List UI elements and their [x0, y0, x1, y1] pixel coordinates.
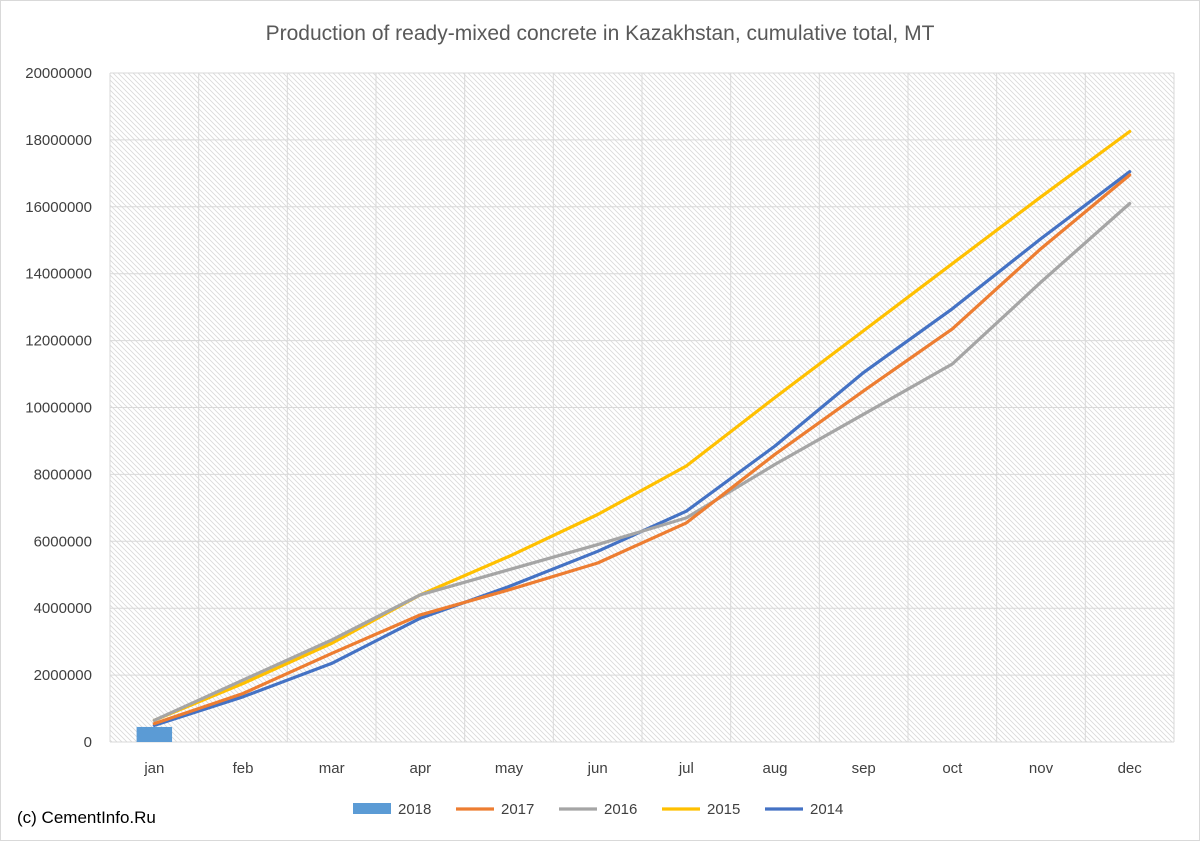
- legend-label-2014: 2014: [810, 801, 843, 818]
- x-tick-label: nov: [1029, 760, 1054, 777]
- x-tick-label: dec: [1118, 760, 1143, 777]
- credit-text: (c) CementInfo.Ru: [17, 808, 156, 827]
- y-tick-label: 12000000: [25, 333, 92, 350]
- y-tick-label: 4000000: [34, 600, 92, 617]
- gridlines: [109, 72, 1175, 743]
- y-tick-label: 20000000: [25, 65, 92, 82]
- x-tick-label: apr: [409, 760, 431, 777]
- bar-2018: [136, 726, 173, 742]
- legend: 2018 2017 2016 2015 2014: [353, 801, 843, 818]
- y-tick-label: 2000000: [34, 667, 92, 684]
- legend-label-2017: 2017: [501, 801, 534, 818]
- x-axis-ticks: jan feb mar apr may jun jul aug sep oct nov dec: [143, 760, 1142, 777]
- y-tick-label: 6000000: [34, 533, 92, 550]
- x-tick-label: mar: [319, 760, 345, 777]
- y-tick-label: 10000000: [25, 400, 92, 417]
- x-tick-label: jan: [143, 760, 164, 777]
- y-axis-ticks: 0 2000000 4000000 6000000 8000000 10000000 120…: [25, 65, 92, 751]
- x-tick-label: may: [495, 760, 524, 777]
- legend-swatch-2018: [353, 803, 391, 814]
- line-series: [152, 129, 1132, 727]
- legend-label-2018: 2018: [398, 801, 431, 818]
- y-tick-label: 8000000: [34, 466, 92, 483]
- x-tick-label: feb: [233, 760, 254, 777]
- y-tick-label: 18000000: [25, 132, 92, 149]
- y-tick-label: 0: [84, 734, 92, 751]
- x-tick-label: aug: [762, 760, 787, 777]
- series-line-2016: [152, 201, 1132, 722]
- chart-title: Production of ready-mixed concrete in Ka…: [266, 22, 935, 45]
- x-tick-label: sep: [852, 760, 876, 777]
- y-tick-label: 14000000: [25, 266, 92, 283]
- series-line-2015: [152, 129, 1132, 722]
- y-tick-label: 16000000: [25, 199, 92, 216]
- bar-series: [136, 726, 173, 742]
- legend-label-2015: 2015: [707, 801, 740, 818]
- series-line-2017: [152, 173, 1132, 726]
- x-tick-label: oct: [942, 760, 963, 777]
- legend-label-2016: 2016: [604, 801, 637, 818]
- x-tick-label: jul: [678, 760, 694, 777]
- x-tick-label: jun: [587, 760, 608, 777]
